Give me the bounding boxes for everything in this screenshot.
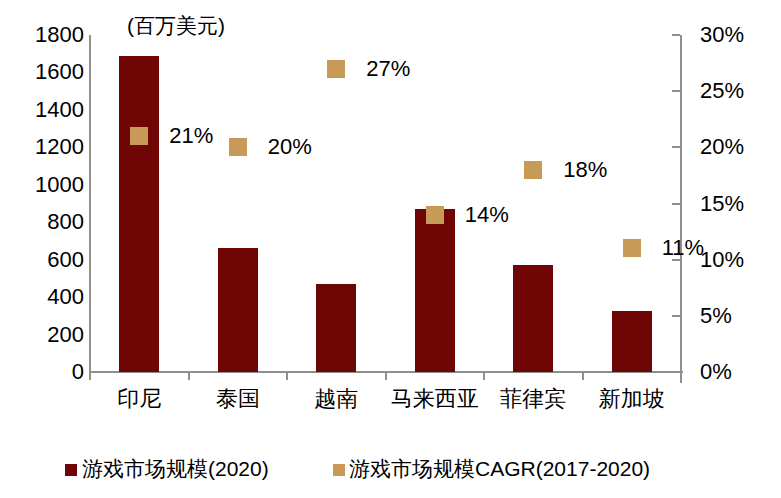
right-axis-tick-label: 0%	[700, 360, 732, 384]
left-axis-tick-label: 600	[0, 248, 84, 272]
left-axis-tick-label: 1600	[0, 60, 84, 84]
chart-figure: (百万美元) 游戏市场规模(2020) 游戏市场规模CAGR(2017-2020…	[0, 0, 781, 498]
cagr-data-label-印尼: 21%	[169, 124, 213, 148]
right-axis-tick-mark	[672, 371, 680, 373]
left-axis-tick-label: 200	[0, 323, 84, 347]
right-axis-tick-label: 5%	[700, 304, 732, 328]
cagr-data-label-菲律宾: 18%	[563, 158, 607, 182]
bar-菲律宾	[513, 265, 553, 372]
cagr-data-label-新加坡: 11%	[662, 236, 704, 260]
cagr-data-label-马来西亚: 14%	[465, 203, 509, 227]
cagr-marker-马来西亚	[426, 206, 444, 224]
right-axis-tick-mark	[672, 203, 680, 205]
right-axis-tick-label: 20%	[700, 135, 744, 159]
legend-swatch-market-size	[65, 464, 77, 476]
x-axis-tick-mark	[188, 373, 190, 380]
legend-label-market-size: 游戏市场规模(2020)	[82, 458, 269, 480]
left-axis-tick-label: 1800	[0, 23, 84, 47]
left-axis-unit-title: (百万美元)	[127, 12, 225, 40]
legend-label-cagr: 游戏市场规模CAGR(2017-2020)	[349, 458, 650, 480]
right-axis-tick-mark	[672, 146, 680, 148]
cagr-marker-泰国	[229, 138, 247, 156]
cagr-data-label-泰国: 20%	[268, 135, 312, 159]
cagr-data-label-越南: 27%	[366, 57, 410, 81]
x-axis-tick-mark	[483, 373, 485, 380]
right-axis-tick-label: 30%	[700, 23, 744, 47]
x-axis-tick-mark	[680, 373, 682, 380]
left-axis-tick-label: 1200	[0, 135, 84, 159]
right-axis-tick-label: 25%	[700, 79, 744, 103]
x-axis-tick-mark	[582, 373, 584, 380]
left-axis-tick-label: 400	[0, 285, 84, 309]
right-axis-tick-label: 10%	[700, 248, 744, 272]
x-axis-tick-mark	[286, 373, 288, 380]
cagr-marker-菲律宾	[524, 161, 542, 179]
x-axis-category-label: 泰国	[183, 386, 293, 412]
right-axis-tick-mark	[672, 90, 680, 92]
left-axis-tick-label: 800	[0, 210, 84, 234]
cagr-marker-印尼	[130, 127, 148, 145]
bar-马来西亚	[415, 209, 455, 372]
left-axis-tick-label: 1000	[0, 173, 84, 197]
x-axis-tick-mark	[89, 373, 91, 380]
x-axis-tick-mark	[385, 373, 387, 380]
x-axis-category-label: 马来西亚	[380, 386, 490, 412]
cagr-marker-新加坡	[623, 239, 641, 257]
x-axis-category-label: 印尼	[84, 386, 194, 412]
x-axis-category-label: 越南	[281, 386, 391, 412]
bar-新加坡	[612, 311, 652, 372]
right-axis-tick-mark	[672, 315, 680, 317]
left-axis-line	[89, 35, 91, 374]
bar-泰国	[218, 248, 258, 372]
right-axis-tick-mark	[672, 34, 680, 36]
legend-swatch-cagr	[333, 464, 345, 476]
x-axis-category-label: 菲律宾	[478, 386, 588, 412]
left-axis-tick-label: 0	[0, 360, 84, 384]
bar-越南	[316, 284, 356, 372]
left-axis-tick-label: 1400	[0, 98, 84, 122]
bar-印尼	[119, 56, 159, 372]
right-axis-tick-label: 15%	[700, 192, 744, 216]
cagr-marker-越南	[327, 60, 345, 78]
x-axis-category-label: 新加坡	[577, 386, 687, 412]
right-axis-line	[680, 35, 682, 383]
